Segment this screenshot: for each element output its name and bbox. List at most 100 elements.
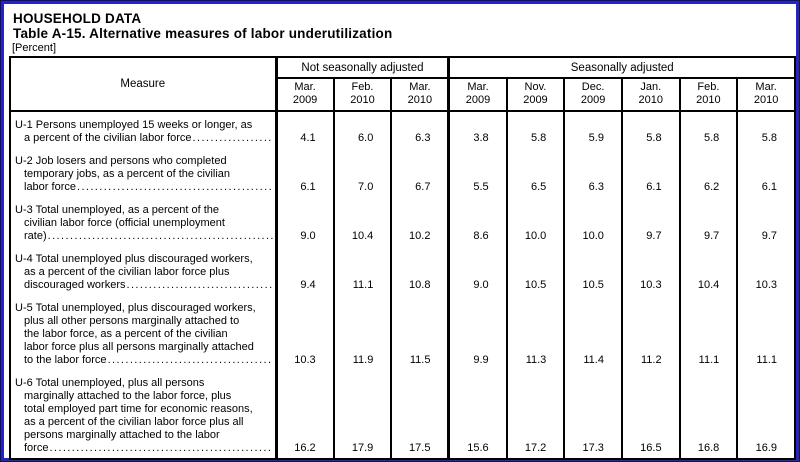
column-header-8: Feb. 2010: [678, 77, 739, 112]
value-cell-u-6-col4: 15.6: [447, 370, 508, 459]
value-cell-u-4-col6: 10.5: [563, 246, 623, 295]
measure-cell: U-4 Total unemployed plus discouraged wo…: [9, 246, 278, 295]
value-cell-u-3-col1: 9.0: [274, 197, 335, 246]
dot-leader: ........................................…: [126, 279, 273, 291]
value-cell-u-3-col7: 9.7: [620, 197, 681, 246]
value-cell-u-5-col9: 11.1: [736, 295, 796, 370]
dot-leader: ........................................…: [192, 132, 273, 144]
measure-line: U-3 Total unemployed, as a percent of th…: [15, 204, 220, 216]
dot-leader: ........................................…: [76, 181, 273, 193]
table-body: U-1 Persons unemployed 15 weeks or longe…: [9, 111, 796, 459]
column-header-9: Mar. 2010: [736, 77, 796, 112]
column-header-6: Dec. 2009: [563, 77, 623, 112]
value-cell-u-6-col6: 17.3: [563, 370, 623, 459]
measure-line: discouraged workers.....................…: [15, 279, 273, 292]
value-cell-u-5-col6: 11.4: [563, 295, 623, 370]
measure-line: total employed part time for economic re…: [24, 403, 253, 415]
column-header-2: Feb. 2010: [332, 77, 393, 112]
value-cell-u-1-col2: 6.0: [332, 111, 393, 148]
table-row-u-2: U-2 Job losers and persons who completed…: [9, 148, 796, 197]
value-cell-u-2-col3: 6.7: [390, 148, 450, 197]
measure-line: labor force.............................…: [15, 181, 273, 194]
dot-leader: ........................................…: [47, 230, 273, 242]
measure-line: as a percent of the civilian labor force…: [24, 416, 244, 428]
measure-cell: U-3 Total unemployed, as a percent of th…: [9, 197, 278, 246]
table-row-u-1: U-1 Persons unemployed 15 weeks or longe…: [9, 111, 796, 148]
value-cell-u-1-col6: 5.9: [563, 111, 623, 148]
value-cell-u-1-col9: 5.8: [736, 111, 796, 148]
value-cell-u-1-col3: 6.3: [390, 111, 450, 148]
value-cell-u-1-col7: 5.8: [620, 111, 681, 148]
measure-line: as a percent of the civilian labor force…: [24, 266, 230, 278]
value-cell-u-3-col2: 10.4: [332, 197, 393, 246]
value-cell-u-5-col1: 10.3: [274, 295, 335, 370]
columns-row: Mar. 2009 Feb. 2010 Mar. 2010 Mar. 2009 Nov. 2009…: [10, 77, 796, 112]
measure-line: U-1 Persons unemployed 15 weeks or longe…: [15, 119, 253, 131]
measure-line: a percent of the civilian labor force...…: [24, 132, 273, 144]
measure-line: civilian labor force (official unemploym…: [24, 217, 225, 229]
value-cell-u-6-col2: 17.9: [332, 370, 393, 459]
value-cell-u-5-col3: 11.5: [390, 295, 450, 370]
value-cell-u-4-col2: 11.1: [332, 246, 393, 295]
group-header-seasonally-adjusted: Seasonally adjusted: [447, 56, 797, 79]
measure-line: persons marginally attached to the labor: [24, 429, 220, 441]
value-cell-u-1-col5: 5.8: [505, 111, 566, 148]
value-cell-u-4-col7: 10.3: [620, 246, 681, 295]
measure-line: U-2 Job losers and persons who completed: [15, 155, 227, 167]
value-cell-u-2-col8: 6.2: [678, 148, 739, 197]
value-cell-u-2-col9: 6.1: [736, 148, 796, 197]
column-header-4: Mar. 2009: [447, 77, 508, 112]
value-cell-u-2-col6: 6.3: [563, 148, 623, 197]
value-cell-u-5-col2: 11.9: [332, 295, 393, 370]
section-title: HOUSEHOLD DATA: [13, 11, 142, 26]
dot-leader: ........................................…: [49, 442, 273, 454]
value-cell-u-2-col2: 7.0: [332, 148, 393, 197]
value-cell-u-4-col4: 9.0: [447, 246, 508, 295]
measure-line: to the labor force......................…: [24, 354, 273, 366]
unit-note: [Percent]: [12, 42, 57, 54]
value-cell-u-5-col5: 11.3: [505, 295, 566, 370]
value-cell-u-5-col4: 9.9: [447, 295, 508, 370]
table-row-u-4: U-4 Total unemployed plus discouraged wo…: [9, 246, 796, 295]
value-cell-u-1-col1: 4.1: [274, 111, 335, 148]
value-cell-u-5-col7: 11.2: [620, 295, 681, 370]
measure-line: force...................................…: [24, 442, 273, 454]
value-cell-u-3-col6: 10.0: [563, 197, 623, 246]
measure-column-header: Measure: [9, 56, 278, 112]
value-cell-u-4-col9: 10.3: [736, 246, 796, 295]
group-header-row: Measure Not seasonally adjusted Seasonal…: [9, 56, 797, 112]
value-cell-u-2-col5: 6.5: [505, 148, 566, 197]
value-cell-u-2-col4: 5.5: [447, 148, 508, 197]
measure-line: temporary jobs, as a percent of the civi…: [24, 168, 231, 180]
measure-line: rate)...................................…: [15, 230, 273, 243]
value-cell-u-6-col9: 16.9: [736, 370, 796, 459]
value-cell-u-3-col9: 9.7: [736, 197, 796, 246]
value-cell-u-3-col8: 9.7: [678, 197, 739, 246]
value-cell-u-2-col1: 6.1: [274, 148, 335, 197]
value-cell-u-4-col5: 10.5: [505, 246, 566, 295]
column-header-1: Mar. 2009: [274, 77, 335, 112]
value-cell-u-6-col8: 16.8: [678, 370, 739, 459]
measure-cell: U-1 Persons unemployed 15 weeks or longe…: [9, 111, 278, 148]
measure-line: the labor force, as a percent of the civ…: [24, 328, 228, 340]
value-cell-u-3-col3: 10.2: [390, 197, 450, 246]
dot-leader: ........................................…: [107, 354, 273, 366]
value-cell-u-6-col3: 17.5: [390, 370, 450, 459]
table-row-u-6: U-6 Total unemployed, plus all persons ma…: [9, 370, 796, 459]
measure-cell: U-2 Job losers and persons who completed…: [9, 148, 278, 197]
value-cell-u-4-col8: 10.4: [678, 246, 739, 295]
measure-line: U-6 Total unemployed, plus all persons: [15, 377, 205, 389]
value-cell-u-6-col1: 16.2: [274, 370, 335, 459]
value-cell-u-2-col7: 6.1: [620, 148, 681, 197]
measure-line: labor force plus all persons marginally …: [24, 341, 254, 353]
measure-cell: U-6 Total unemployed, plus all persons ma…: [9, 370, 278, 459]
measure-line: U-4 Total unemployed plus discouraged wo…: [15, 253, 253, 265]
value-cell-u-3-col4: 8.6: [447, 197, 508, 246]
measure-line: plus all other persons marginally attach…: [24, 315, 240, 327]
column-header-7: Jan. 2010: [620, 77, 681, 112]
labor-underutilization-table: Measure Not seasonally adjusted Seasonal…: [9, 56, 797, 460]
value-cell-u-3-col5: 10.0: [505, 197, 566, 246]
measure-line: U-5 Total unemployed, plus discouraged w…: [15, 302, 256, 314]
measure-cell: U-5 Total unemployed, plus discouraged w…: [9, 295, 278, 370]
